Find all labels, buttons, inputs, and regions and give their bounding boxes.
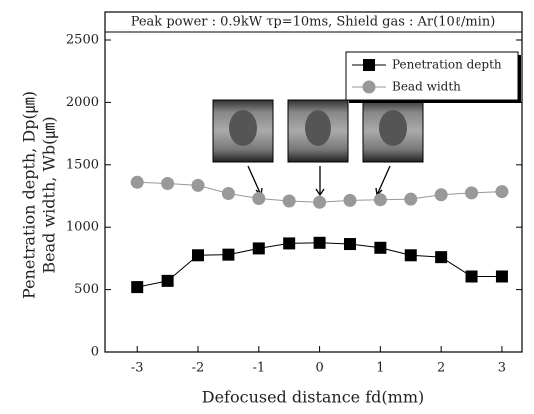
data-point [495, 185, 509, 199]
x-tick-label: 0 [315, 361, 323, 376]
data-point [434, 188, 448, 202]
data-point [435, 251, 448, 264]
weld-bead [305, 110, 331, 146]
y-tick-label: 2500 [66, 33, 99, 48]
series-line [137, 242, 502, 288]
y-axis-label: Penetration depth, Dp(㎛) [20, 91, 39, 299]
data-point [161, 274, 174, 287]
data-point [313, 195, 327, 209]
x-axis-label: Defocused distance fd(mm) [202, 388, 424, 407]
micrographs [212, 99, 424, 197]
plot-frame [104, 11, 523, 353]
data-point [404, 192, 418, 206]
arrow [375, 165, 391, 197]
data-point [191, 178, 205, 192]
legend-marker [363, 59, 375, 71]
x-tick-label: 3 [498, 361, 506, 376]
x-tick-label: -1 [252, 361, 265, 376]
x-tick-label: -3 [131, 361, 144, 376]
data-point [130, 175, 144, 189]
data-point [313, 236, 326, 249]
data-point [495, 270, 508, 283]
data-point [465, 186, 479, 200]
data-point [373, 193, 387, 207]
legend-label: Penetration depth [392, 58, 502, 72]
chart-title: Peak power : 0.9kW τp=10ms, Shield gas :… [131, 15, 496, 30]
data-point [161, 177, 175, 191]
data-point [192, 249, 205, 262]
arrow [247, 165, 263, 197]
legend-label: Bead width [392, 80, 461, 94]
data-point [252, 242, 265, 255]
weld-bead [379, 110, 407, 146]
y-tick-label: 1500 [66, 157, 99, 172]
y-tick-label: 1000 [66, 220, 99, 235]
data-point [221, 187, 235, 201]
data-point [282, 194, 296, 208]
data-point [343, 193, 357, 207]
data-point [131, 281, 144, 294]
y-axis-label: Bead width, Wb(㎛) [40, 116, 59, 273]
data-point [252, 191, 266, 205]
data-point [222, 248, 235, 261]
data-point [404, 249, 417, 262]
data-point [465, 270, 478, 283]
data-point [283, 237, 296, 250]
y-tick-label: 500 [74, 282, 99, 297]
weld-bead [229, 110, 257, 146]
y-tick-label: 2000 [66, 95, 99, 110]
legend-marker [362, 80, 376, 94]
x-tick-label: -2 [192, 361, 205, 376]
arrow [315, 166, 325, 197]
y-tick-label: 0 [91, 345, 99, 360]
x-tick-label: 1 [376, 361, 384, 376]
data-point [374, 241, 387, 254]
x-tick-label: 2 [437, 361, 445, 376]
data-point [343, 238, 356, 251]
